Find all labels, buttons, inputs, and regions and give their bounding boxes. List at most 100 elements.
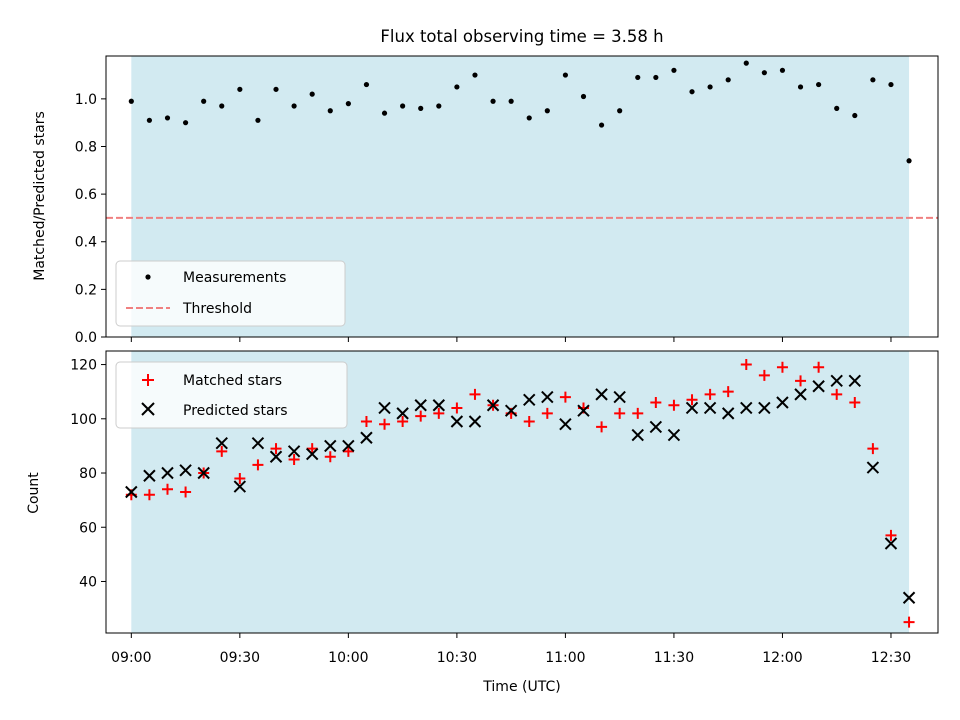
count-panel: 40 60 80 100 120 09:00 09:30 10:00 10:30 11:00 11:… [70,350,939,666]
ratio-legend-box [115,260,346,327]
matched-point [180,486,192,498]
matched-point [324,451,336,463]
y-tick-label: 40 [79,574,97,590]
y-tick-label: 60 [79,520,97,536]
y-tick-label: 80 [79,466,97,482]
matched-point [559,391,571,403]
matched-point [722,386,734,398]
predicted-point [179,464,192,477]
predicted-point [902,591,916,604]
matched-point [776,361,788,373]
legend-threshold-label: Threshold [182,301,252,317]
matched-point [342,445,354,457]
count-y-axis-label: Count [26,472,42,514]
measurement-point [852,112,858,119]
measurement-point [653,74,659,81]
measurement-point [255,117,261,123]
predicted-point [794,388,807,401]
predicted-point [143,469,156,482]
measurement-point [761,70,767,76]
matched-point [252,459,264,471]
measurement-point [472,72,478,78]
matched-point [795,375,807,387]
y-tick-label: 0.8 [75,139,97,155]
predicted-point [776,396,789,409]
matched-point [216,445,228,457]
matched-point [831,388,843,400]
matched-point [415,410,427,422]
predicted-point [685,401,699,415]
predicted-point [125,485,138,499]
predicted-point [233,480,247,493]
predicted-point [559,418,572,431]
matched-point [234,472,246,484]
y-tick-label: 0.6 [75,187,97,203]
matched-point [903,616,915,628]
measurement-point [888,81,894,88]
measurement-point [544,108,550,114]
measurement-point [671,67,677,73]
measurement-point [146,117,153,123]
measurement-point [418,105,424,111]
legend-predicted-marker [141,402,155,416]
predicted-point [468,415,482,428]
legend-measurements-label: Measurements [183,270,286,286]
measurement-point [436,103,442,109]
measurement-point [164,115,171,121]
matched-point [451,402,463,414]
predicted-point [360,431,373,444]
measurement-point [725,77,731,83]
matched-point [758,369,770,381]
measurement-point [182,120,189,126]
x-tick-label: 12:30 [871,650,911,666]
measurement-point [635,74,641,81]
count-legend-box [115,361,348,429]
measurement-point [273,86,279,92]
matched-point [740,359,752,371]
legend-matched-marker [142,374,154,386]
measurement-point [689,89,695,95]
predicted-point [450,415,464,428]
predicted-point [721,407,735,420]
matched-point [596,421,608,433]
measurement-point [327,108,333,114]
y-tick-label: 1.0 [75,92,97,108]
predicted-point [866,461,880,474]
predicted-point [631,428,644,442]
predicted-point [667,428,681,442]
measurement-point [779,67,786,73]
matched-point [523,416,535,427]
x-tick-label: 11:00 [545,650,585,666]
x-axis-label: Time (UTC) [482,679,560,695]
count-legend: Matched stars Predicted stars [115,361,348,429]
y-tick-label: 0.2 [75,282,97,298]
predicted-point [251,436,265,450]
legend-predicted-label: Predicted stars [183,403,288,419]
predicted-point [432,399,446,412]
measurement-point [816,81,822,88]
measurement-point [454,84,460,90]
measurement-point [797,84,804,90]
predicted-point [830,374,843,388]
matched-point [704,388,716,400]
measurement-point [381,110,388,116]
matched-point [270,443,282,455]
predicted-point [342,439,355,453]
legend-measurements-marker [145,274,151,280]
predicted-point [649,420,663,434]
y-tick-label: 0.0 [75,330,97,346]
measurement-point [400,103,406,109]
predicted-point [378,401,391,415]
measurement-point [345,101,351,107]
predicted-point [848,374,862,388]
measurement-point [291,103,297,109]
measurement-point [906,158,912,164]
matched-point [306,443,318,455]
measurement-point [219,103,225,109]
predicted-point [541,390,554,404]
measurement-point [870,77,876,83]
predicted-point [613,390,626,404]
measurement-point [707,84,713,90]
matched-point [686,394,698,406]
predicted-point [486,399,500,412]
